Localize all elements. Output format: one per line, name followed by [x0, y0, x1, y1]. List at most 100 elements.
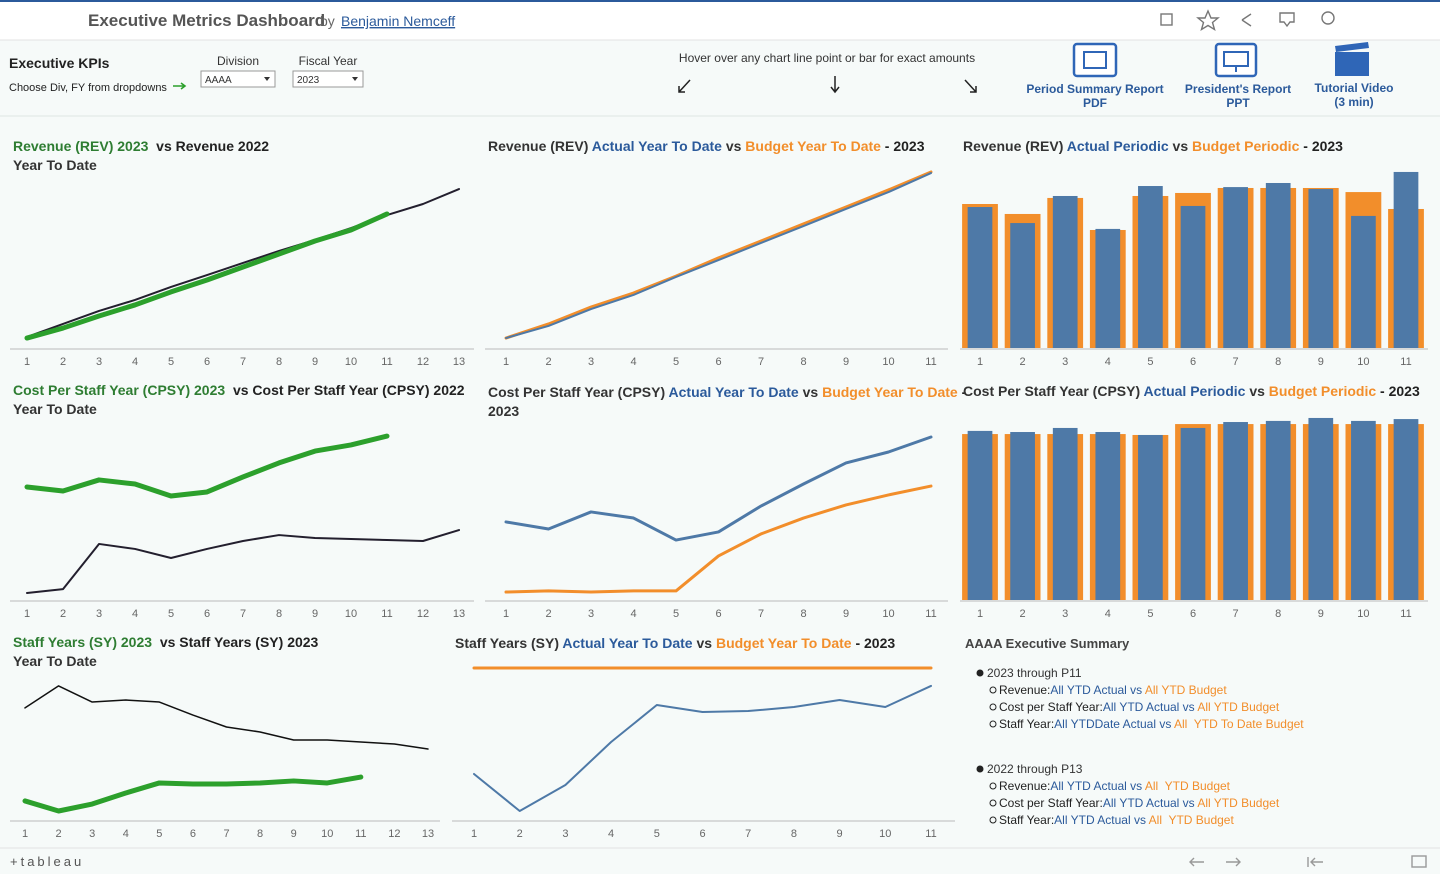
division-dropdown[interactable] — [200, 70, 276, 88]
title-part: Budget Year To Date — [716, 635, 852, 651]
bullet — [976, 765, 984, 773]
x-tick-label: 2 — [60, 608, 66, 620]
x-tick-label: 6 — [1190, 356, 1196, 368]
row-label: Revenue: — [999, 779, 1050, 793]
kpi-title: Executive KPIs — [9, 55, 110, 71]
title-part: Actual Periodic — [1144, 383, 1246, 399]
x-tick-label: 6 — [190, 828, 196, 840]
bar — [1010, 223, 1035, 348]
title-part: Budget Year To Date — [745, 138, 881, 154]
bullet — [976, 669, 984, 677]
bar — [1265, 182, 1291, 348]
x-tick-label: 11 — [925, 608, 936, 620]
author-link[interactable]: Benjamin Nemceff — [341, 13, 455, 29]
title-part: - 2023 — [1376, 383, 1420, 399]
x-tick-label: 9 — [291, 828, 297, 840]
chart: Revenue (REV) Actual Year To Date vs Bud… — [485, 138, 948, 368]
year-label: Fiscal Year — [299, 54, 358, 68]
copy-icon[interactable] — [1160, 13, 1173, 26]
footer-controls — [1189, 855, 1427, 868]
video-icon[interactable] — [1335, 52, 1369, 76]
bar — [1138, 434, 1163, 600]
x-tick-label: 13 — [422, 828, 434, 840]
x-tick-label: 1 — [24, 356, 30, 368]
sub-bullet — [989, 720, 997, 728]
x-tick-label: 6 — [715, 608, 721, 620]
x-tick-label: 1 — [503, 608, 509, 620]
video-link[interactable]: Tutorial Video — [1315, 81, 1394, 95]
x-tick-label: 8 — [800, 356, 806, 368]
share-icon[interactable] — [1241, 13, 1252, 27]
revert-button[interactable] — [1307, 857, 1323, 867]
chart-title: Cost Per Staff Year (CPSY) 2023 vs Cost … — [13, 382, 465, 398]
x-tick-label: 2 — [1020, 608, 1026, 620]
x-tick-label: 7 — [1233, 356, 1239, 368]
x-tick-label: 5 — [168, 356, 174, 368]
row-link: All YTD Budget — [1149, 813, 1235, 827]
x-tick-label: 6 — [715, 356, 721, 368]
x-tick-label: 11 — [381, 608, 392, 620]
title-part: Budget Periodic — [1192, 138, 1300, 154]
x-tick-label: 8 — [800, 608, 806, 620]
x-tick-label: 9 — [843, 356, 849, 368]
undo-button[interactable] — [1189, 857, 1204, 867]
report-link[interactable]: PPT — [1226, 96, 1250, 110]
row-label: Staff Year: — [999, 717, 1054, 731]
row-link: All YTD Budget — [1145, 779, 1231, 793]
summary-row: Revenue:All YTD Actual vs All YTD Budget — [999, 683, 1227, 697]
x-tick-label: 4 — [630, 356, 636, 368]
section-heading: 2022 through P13 — [987, 762, 1083, 776]
summary-row: Staff Year:All YTD Actual vs All YTD Bud… — [999, 813, 1234, 827]
x-tick-label: 10 — [1357, 608, 1369, 620]
title-part: Actual Year To Date — [562, 635, 692, 651]
x-tick-label: 10 — [345, 356, 357, 368]
badge-icon[interactable] — [1321, 11, 1335, 25]
x-tick-label: 3 — [89, 828, 95, 840]
bar — [1052, 427, 1078, 600]
x-tick-label: 3 — [96, 608, 102, 620]
charts: Revenue (REV) 2023 vs Revenue 2022 Year T… — [10, 138, 1428, 840]
sub-bullet — [989, 816, 997, 824]
x-tick-label: 5 — [654, 828, 660, 840]
x-tick-label: 1 — [977, 356, 983, 368]
x-tick-label: 3 — [1062, 356, 1068, 368]
report-link[interactable]: PDF — [1083, 96, 1107, 110]
x-tick-label: 5 — [168, 608, 174, 620]
title-part: Revenue (REV) — [963, 138, 1067, 154]
title-part: vs — [799, 384, 822, 400]
comment-icon[interactable] — [1279, 12, 1295, 28]
title-part: Revenue (REV) — [488, 138, 592, 154]
ppt-icon-board — [1223, 51, 1249, 72]
row-link: All YTD Actual vs — [1103, 700, 1197, 714]
x-tick-label: 8 — [257, 828, 263, 840]
fullscreen-button[interactable] — [1411, 855, 1427, 868]
x-tick-label: 9 — [843, 608, 849, 620]
x-tick-label: 6 — [204, 608, 210, 620]
report-link[interactable]: Period Summary Report — [1026, 82, 1163, 96]
title-part: Actual Year To Date — [669, 384, 799, 400]
x-tick-label: 11 — [355, 828, 366, 840]
byline: by — [320, 13, 335, 29]
division-label: Division — [217, 54, 259, 68]
executive-summary: AAAA Executive Summary 2023 through P11 Re… — [965, 636, 1304, 827]
bar — [1351, 215, 1376, 348]
row-label: Staff Year: — [999, 813, 1054, 827]
bar — [1095, 228, 1121, 348]
report-link[interactable]: President's Report — [1185, 82, 1291, 96]
year-dropdown[interactable] — [292, 70, 364, 88]
favorite-icon[interactable] — [1196, 9, 1220, 32]
bar — [967, 207, 993, 348]
x-tick-label: 6 — [204, 356, 210, 368]
sub-bullet — [989, 686, 997, 694]
bar — [967, 430, 993, 600]
data-line — [504, 170, 933, 340]
redo-button[interactable] — [1226, 857, 1241, 867]
x-tick-label: 9 — [1318, 608, 1324, 620]
title-part: Revenue 2022 — [176, 138, 270, 154]
x-tick-label: 3 — [588, 608, 594, 620]
video-link[interactable]: (3 min) — [1334, 95, 1373, 109]
row-label: Cost per Staff Year: — [999, 700, 1103, 714]
pdf-icon[interactable] — [1072, 42, 1118, 78]
data-line — [24, 211, 390, 341]
